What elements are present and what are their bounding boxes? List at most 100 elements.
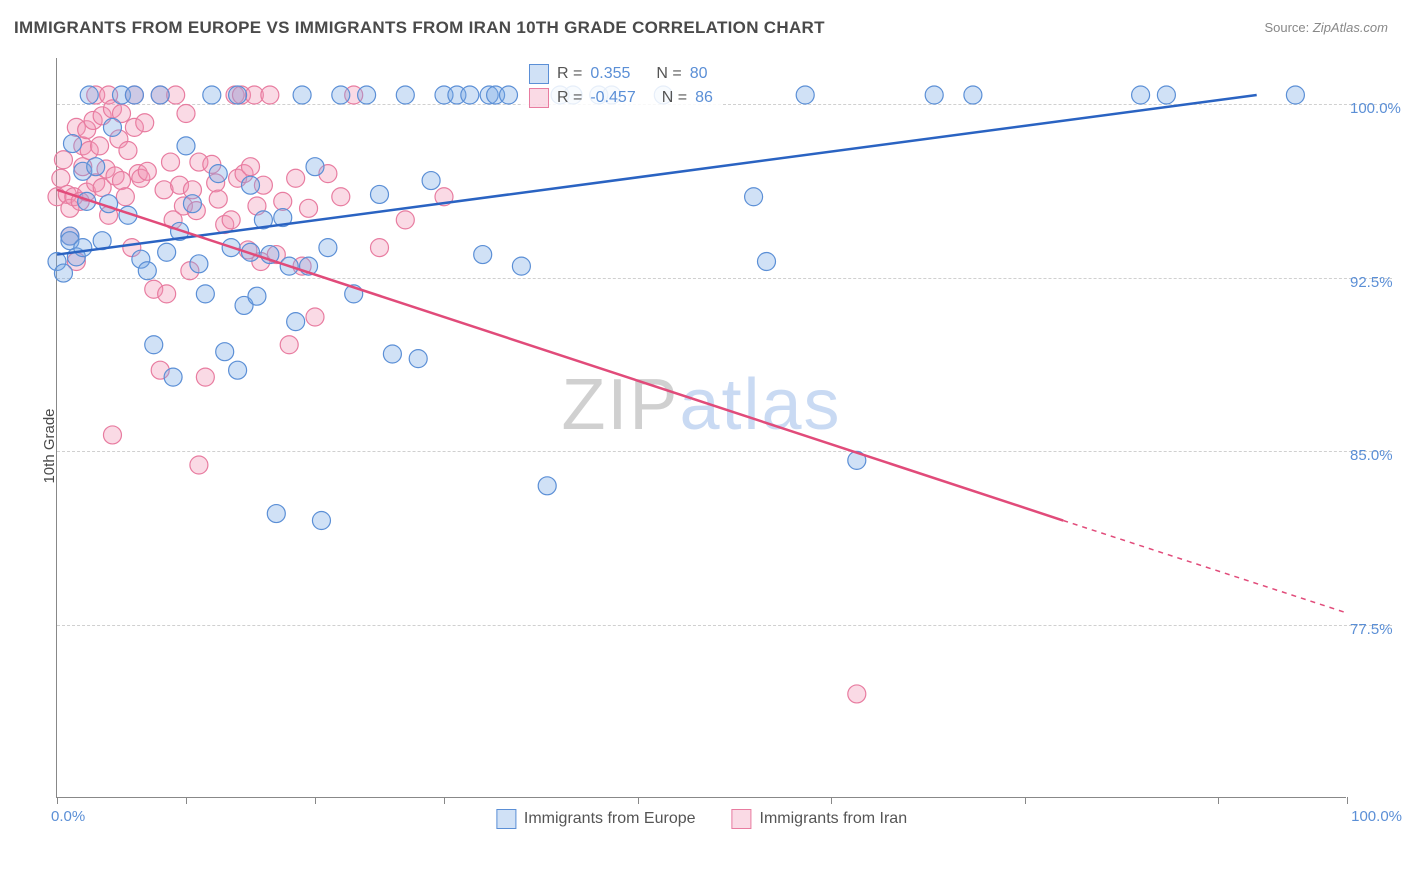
data-point [422, 172, 440, 190]
data-point [1157, 86, 1175, 104]
data-point [151, 86, 169, 104]
y-tick-label: 77.5% [1350, 621, 1404, 638]
legend-swatch-europe [496, 809, 516, 829]
data-point [500, 86, 518, 104]
data-point [125, 86, 143, 104]
data-point [103, 118, 121, 136]
data-point [113, 172, 131, 190]
source-name: ZipAtlas.com [1313, 20, 1388, 35]
data-point [287, 313, 305, 331]
data-point [461, 86, 479, 104]
scatter-svg [57, 58, 1346, 797]
data-point [190, 456, 208, 474]
data-point [183, 195, 201, 213]
data-point [54, 264, 72, 282]
data-point [229, 86, 247, 104]
data-point [300, 199, 318, 217]
data-point [306, 158, 324, 176]
legend-row-europe: R = 0.355 N = 80 [529, 62, 713, 86]
data-point [119, 142, 137, 160]
data-point [332, 86, 350, 104]
data-point [287, 169, 305, 187]
data-point [242, 158, 260, 176]
data-point [474, 246, 492, 264]
data-point [216, 343, 234, 361]
data-point [1132, 86, 1150, 104]
data-point [164, 368, 182, 386]
trend-line [1063, 521, 1347, 614]
legend-label-iran: Immigrants from Iran [760, 810, 908, 828]
data-point [138, 162, 156, 180]
legend-n-label: N = [662, 89, 687, 107]
source-prefix: Source: [1264, 20, 1312, 35]
data-point [158, 243, 176, 261]
data-point [261, 86, 279, 104]
legend-r-value-iran: -0.457 [590, 89, 635, 107]
data-point [136, 114, 154, 132]
data-point [80, 86, 98, 104]
x-tick-label-min: 0.0% [51, 808, 85, 825]
legend-swatch-iran [529, 88, 549, 108]
y-tick-label: 85.0% [1350, 447, 1404, 464]
legend-r-label: R = [557, 89, 582, 107]
legend-swatch-europe [529, 64, 549, 84]
data-point [796, 86, 814, 104]
data-point [162, 153, 180, 171]
data-point [332, 188, 350, 206]
data-point [758, 253, 776, 271]
trend-line [57, 190, 1063, 521]
data-point [52, 169, 70, 187]
data-point [512, 257, 530, 275]
series-legend: Immigrants from Europe Immigrants from I… [496, 809, 907, 829]
data-point [267, 505, 285, 523]
data-point [63, 135, 81, 153]
data-point [358, 86, 376, 104]
data-point [196, 285, 214, 303]
legend-n-label: N = [656, 65, 681, 83]
data-point [396, 211, 414, 229]
legend-label-europe: Immigrants from Europe [524, 810, 696, 828]
x-tick-mark [1347, 797, 1348, 804]
data-point [145, 336, 163, 354]
data-point [964, 86, 982, 104]
data-point [925, 86, 943, 104]
plot-area: ZIPatlas 77.5%85.0%92.5%100.0% R = 0.355… [56, 58, 1346, 798]
legend-r-value-europe: 0.355 [590, 65, 630, 83]
data-point [203, 86, 221, 104]
data-point [116, 188, 134, 206]
data-point [371, 185, 389, 203]
data-point [280, 336, 298, 354]
data-point [222, 211, 240, 229]
data-point [209, 165, 227, 183]
data-point [409, 350, 427, 368]
correlation-legend: R = 0.355 N = 80 R = -0.457 N = 86 [521, 58, 721, 114]
data-point [242, 176, 260, 194]
data-point [319, 239, 337, 257]
data-point [371, 239, 389, 257]
data-point [177, 137, 195, 155]
chart-title: IMMIGRANTS FROM EUROPE VS IMMIGRANTS FRO… [14, 18, 825, 38]
data-point [74, 239, 92, 257]
x-tick-mark [1025, 797, 1026, 804]
x-tick-label-max: 100.0% [1351, 808, 1402, 825]
legend-item-iran: Immigrants from Iran [732, 809, 908, 829]
x-tick-mark [1218, 797, 1219, 804]
data-point [87, 158, 105, 176]
x-tick-mark [444, 797, 445, 804]
y-tick-label: 92.5% [1350, 274, 1404, 291]
legend-row-iran: R = -0.457 N = 86 [529, 86, 713, 110]
data-point [312, 512, 330, 530]
data-point [248, 287, 266, 305]
x-tick-mark [57, 797, 58, 804]
data-point [848, 685, 866, 703]
data-point [190, 255, 208, 273]
data-point [538, 477, 556, 495]
x-tick-mark [638, 797, 639, 804]
data-point [209, 190, 227, 208]
legend-n-value-iran: 86 [695, 89, 713, 107]
data-point [274, 192, 292, 210]
data-point [158, 285, 176, 303]
data-point [229, 361, 247, 379]
data-point [1286, 86, 1304, 104]
data-point [138, 262, 156, 280]
